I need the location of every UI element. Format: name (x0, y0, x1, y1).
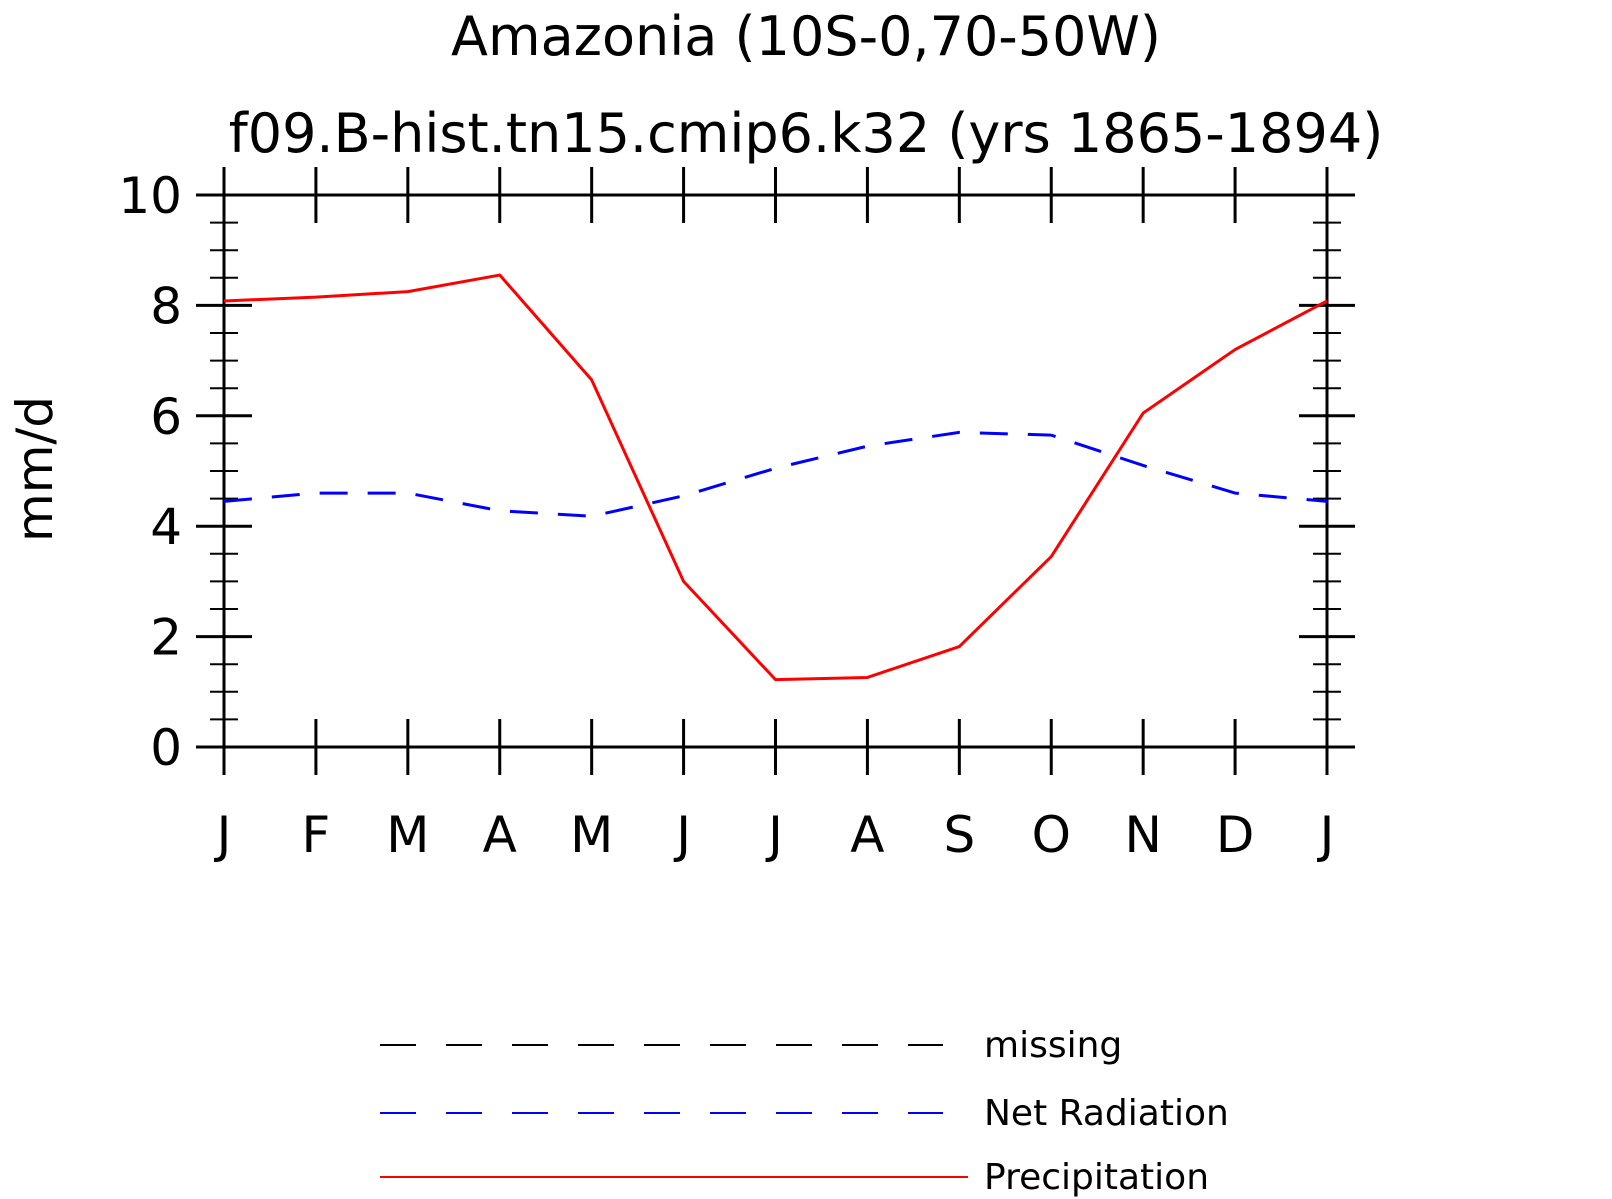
legend-label: Net Radiation (984, 1093, 1229, 1134)
chart-subtitle: f09.B-hist.tn15.cmip6.k32 (yrs 1865-1894… (229, 102, 1384, 165)
x-tick-label: J (765, 806, 783, 864)
x-tick-label: N (1124, 806, 1161, 864)
series-line-net-radiation (223, 430, 1328, 518)
x-tick-label: J (214, 806, 232, 864)
x-tick-label: M (570, 806, 613, 864)
x-tick-label: S (943, 806, 975, 864)
y-tick-label: 4 (150, 498, 182, 556)
legend-label: missing (984, 1025, 1122, 1066)
y-tick-label: 8 (150, 277, 182, 335)
x-tick-label: M (386, 806, 429, 864)
chart-title: Amazonia (10S-0,70-50W) (451, 5, 1161, 68)
y-tick-label: 10 (118, 167, 182, 225)
y-tick-label: 2 (150, 609, 182, 667)
x-tick-label: A (850, 806, 884, 864)
x-tick-label: J (673, 806, 691, 864)
y-tick-label: 6 (150, 388, 182, 446)
x-tick-label: J (1317, 806, 1335, 864)
legend-label: Precipitation (984, 1157, 1209, 1198)
x-tick-label: O (1032, 806, 1071, 864)
y-tick-label: 0 (150, 719, 182, 777)
x-tick-label: D (1216, 806, 1255, 864)
x-tick-label: F (302, 806, 331, 864)
x-tick-label: A (483, 806, 517, 864)
plot-frame (222, 193, 1329, 749)
y-axis-label: mm/d (6, 396, 64, 542)
series-line-precipitation (223, 273, 1328, 682)
legend: missing Net Radiation Precipitation (380, 1025, 1229, 1198)
